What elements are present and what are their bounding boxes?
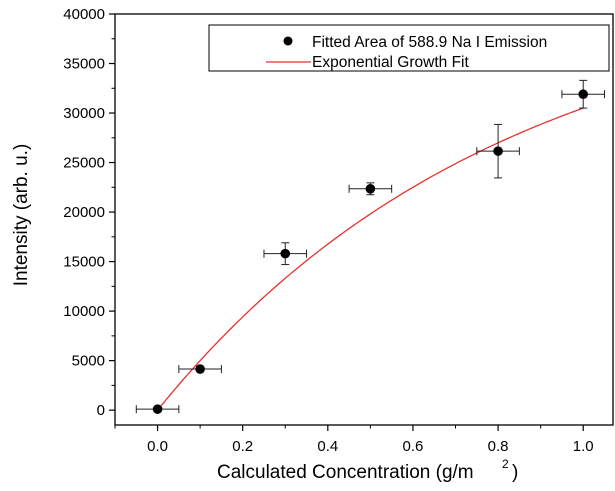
y-tick-label: 35000: [63, 56, 105, 73]
y-tick-label: 20000: [63, 204, 105, 221]
x-tick-label: 0.0: [147, 438, 168, 455]
y-tick-label: 30000: [63, 105, 105, 122]
x-tick-label: 0.4: [317, 438, 338, 455]
data-point: [578, 89, 589, 100]
x-tick-label: 0.6: [403, 438, 424, 455]
y-tick-label: 25000: [63, 155, 105, 172]
data-point: [493, 146, 503, 156]
x-tick-label: 0.8: [488, 438, 509, 455]
data-point: [365, 183, 376, 194]
axes-layer: 0.0 0.2 0.4 0.6 0.8 1.0 0 5000 10000 15000 20000 25…: [63, 6, 593, 455]
legend: Fitted Area of 588.9 Na I Emission Expon…: [208, 24, 610, 72]
x-axis-label: Calculated Concentration (g/m 2 ): [217, 457, 518, 483]
x-axis-label-sup: 2: [502, 457, 509, 471]
y-tick-label: 5000: [72, 353, 105, 370]
legend-box: [208, 24, 610, 72]
x-tick-label: 1.0: [573, 438, 594, 455]
legend-label-fit: Exponential Growth Fit: [312, 54, 469, 71]
data-point: [195, 364, 205, 374]
y-tick-label: 40000: [63, 6, 105, 23]
x-tick-label: 0.2: [232, 438, 253, 455]
points-layer: [135, 79, 605, 414]
y-tick-label: 10000: [63, 303, 105, 320]
data-point: [280, 248, 291, 259]
x-axis-label-end: ): [512, 462, 518, 483]
fit-layer: [157, 107, 584, 411]
plot-area: [114, 13, 614, 426]
data-point: [152, 404, 163, 414]
y-tick-label: 0: [97, 402, 105, 419]
x-axis-label-main: Calculated Concentration (g/m: [217, 462, 474, 483]
y-axis-label: Intensity (arb. u.): [11, 144, 32, 287]
legend-label-scatter: Fitted Area of 588.9 Na I Emission: [312, 34, 547, 51]
plot-frame: [114, 13, 614, 426]
y-tick-label: 15000: [63, 254, 105, 271]
legend-marker-scatter: [283, 36, 293, 46]
fit-curve: [157, 107, 584, 411]
